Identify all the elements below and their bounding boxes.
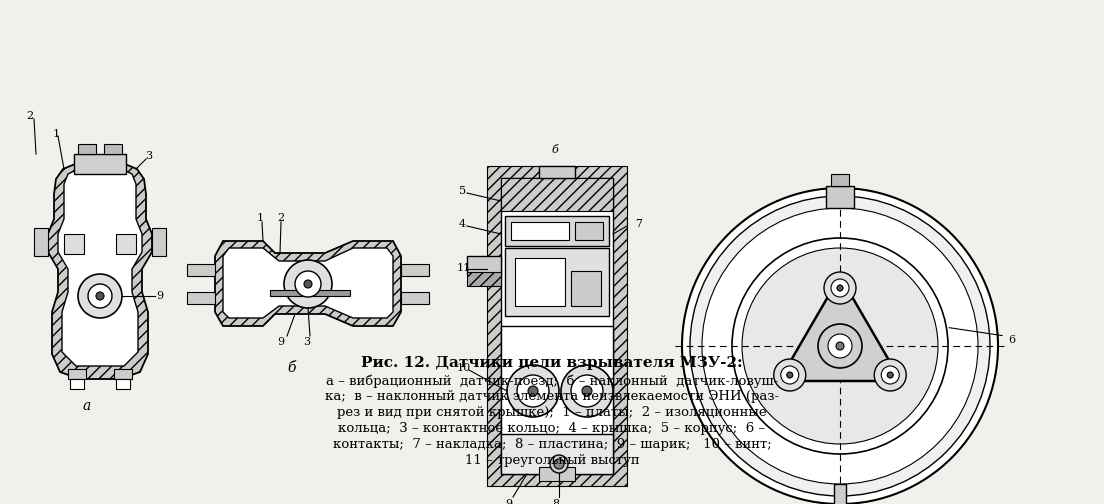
Circle shape <box>528 386 538 396</box>
Circle shape <box>582 386 592 396</box>
Bar <box>152 228 166 256</box>
Circle shape <box>88 284 112 308</box>
Bar <box>501 178 613 211</box>
Text: 4: 4 <box>459 219 466 229</box>
Bar <box>514 258 565 306</box>
Bar <box>831 174 849 186</box>
Circle shape <box>831 279 849 297</box>
Circle shape <box>550 455 567 473</box>
Circle shape <box>787 372 793 378</box>
Bar <box>70 379 84 389</box>
Bar <box>539 166 575 178</box>
Text: 1: 1 <box>257 213 264 223</box>
Bar <box>511 222 569 240</box>
Circle shape <box>881 366 900 384</box>
Circle shape <box>888 372 893 378</box>
Polygon shape <box>59 168 142 366</box>
Text: 5: 5 <box>459 186 466 196</box>
Bar <box>501 326 613 436</box>
Text: 11 – треугольный выступ: 11 – треугольный выступ <box>465 454 639 467</box>
Circle shape <box>742 248 938 444</box>
Bar <box>270 290 350 296</box>
Circle shape <box>774 359 806 391</box>
Bar <box>401 292 429 304</box>
Polygon shape <box>779 276 901 381</box>
Text: б: б <box>287 361 296 375</box>
Text: б: б <box>552 145 559 155</box>
Circle shape <box>828 334 852 358</box>
Text: 3: 3 <box>302 337 310 347</box>
Circle shape <box>517 375 549 407</box>
Circle shape <box>732 238 948 454</box>
Text: 1: 1 <box>53 129 60 139</box>
Bar <box>826 186 854 208</box>
Bar <box>487 166 627 486</box>
Circle shape <box>824 272 856 304</box>
Text: 3: 3 <box>145 151 152 161</box>
Circle shape <box>304 280 312 288</box>
Bar <box>834 484 846 504</box>
Bar <box>116 379 130 389</box>
Text: а: а <box>83 399 92 413</box>
Text: 10: 10 <box>457 363 471 373</box>
Circle shape <box>818 324 862 368</box>
Bar <box>575 222 603 240</box>
Text: рез и вид при снятой крышке);  1 – платы;  2 – изоляционные: рез и вид при снятой крышке); 1 – платы;… <box>337 406 767 419</box>
Text: 9: 9 <box>156 291 163 301</box>
Text: 9: 9 <box>505 499 512 504</box>
Circle shape <box>284 260 332 308</box>
Bar <box>467 272 501 286</box>
Bar <box>34 228 47 256</box>
Bar <box>401 264 429 276</box>
Circle shape <box>837 285 843 291</box>
Text: ка;  в – наклонный датчик элемента неизвлекаемости ЭНИ (раз-: ка; в – наклонный датчик элемента неизвл… <box>325 390 779 403</box>
Text: Рис. 12. Датчики цели взрывателя МЗУ-2:: Рис. 12. Датчики цели взрывателя МЗУ-2: <box>361 356 743 370</box>
Bar <box>505 216 609 246</box>
Polygon shape <box>47 162 152 379</box>
Text: контакты;  7 – накладка;  8 – пластина;  9 – шарик;   10 – винт;: контакты; 7 – накладка; 8 – пластина; 9 … <box>332 438 772 451</box>
Text: 8: 8 <box>552 499 559 504</box>
Bar <box>501 434 613 474</box>
Circle shape <box>690 196 990 496</box>
Text: а – вибрационный  датчик-поезд;  б – наклонный  датчик-ловуш-: а – вибрационный датчик-поезд; б – накло… <box>326 374 778 388</box>
Text: 7: 7 <box>635 219 643 229</box>
Bar <box>74 154 126 174</box>
Bar <box>64 234 84 254</box>
Polygon shape <box>223 248 393 318</box>
Bar <box>187 292 215 304</box>
Circle shape <box>836 342 843 350</box>
Text: кольца;  3 – контактное кольцо;  4 – крышка;  5 – корпус;  6 –: кольца; 3 – контактное кольцо; 4 – крышк… <box>339 422 765 435</box>
Bar <box>78 144 96 154</box>
Text: 6: 6 <box>1008 335 1015 345</box>
Bar <box>571 271 601 306</box>
Bar <box>68 369 86 379</box>
Text: 11: 11 <box>457 263 471 273</box>
Text: 2: 2 <box>277 213 284 223</box>
Circle shape <box>554 459 564 469</box>
Circle shape <box>561 365 613 417</box>
Circle shape <box>682 188 998 504</box>
Bar <box>187 264 215 276</box>
Circle shape <box>295 271 321 297</box>
Circle shape <box>571 375 603 407</box>
Circle shape <box>96 292 104 300</box>
Circle shape <box>781 366 799 384</box>
Circle shape <box>874 359 906 391</box>
Bar <box>501 178 613 474</box>
Bar <box>505 248 609 316</box>
Bar <box>104 144 123 154</box>
Text: 9: 9 <box>277 337 284 347</box>
Text: 2: 2 <box>26 111 33 121</box>
Circle shape <box>78 274 123 318</box>
Bar <box>116 234 136 254</box>
Circle shape <box>507 365 559 417</box>
Polygon shape <box>215 241 401 326</box>
Circle shape <box>702 208 978 484</box>
Bar <box>539 467 575 481</box>
Bar <box>467 256 501 274</box>
Bar <box>114 369 132 379</box>
